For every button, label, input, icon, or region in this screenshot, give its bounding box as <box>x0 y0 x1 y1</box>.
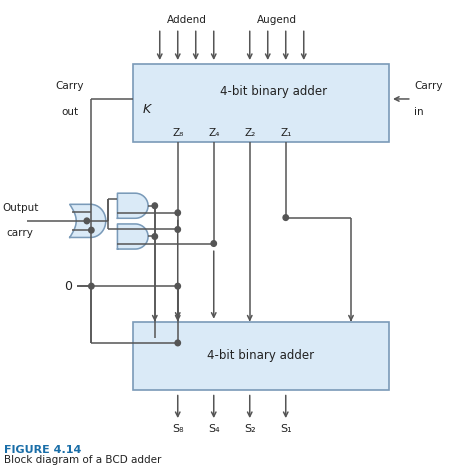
Circle shape <box>152 234 158 239</box>
Text: Carry: Carry <box>414 81 442 91</box>
Polygon shape <box>117 224 148 249</box>
Text: Z₁: Z₁ <box>280 128 292 139</box>
Circle shape <box>175 210 180 216</box>
Circle shape <box>84 218 90 224</box>
Text: Augend: Augend <box>257 15 297 25</box>
Circle shape <box>89 283 94 289</box>
Text: Z₂: Z₂ <box>244 128 256 139</box>
Polygon shape <box>117 193 148 219</box>
Circle shape <box>283 215 288 220</box>
Circle shape <box>175 283 180 289</box>
Bar <box>133 64 389 142</box>
Bar <box>133 322 389 390</box>
Circle shape <box>175 340 180 346</box>
Polygon shape <box>70 204 106 237</box>
Text: Output: Output <box>2 203 38 213</box>
Circle shape <box>211 241 216 246</box>
Circle shape <box>175 227 180 232</box>
Text: 4-bit binary adder: 4-bit binary adder <box>207 350 315 362</box>
Text: Z₄: Z₄ <box>208 128 220 139</box>
Text: carry: carry <box>7 228 34 238</box>
Text: 4-bit binary adder: 4-bit binary adder <box>220 85 328 97</box>
Text: S₁: S₁ <box>280 424 292 434</box>
Text: Z₈: Z₈ <box>172 128 184 139</box>
Text: $K$: $K$ <box>142 103 153 116</box>
Text: S₄: S₄ <box>208 424 220 434</box>
Text: S₂: S₂ <box>244 424 256 434</box>
Circle shape <box>152 203 158 209</box>
Text: Addend: Addend <box>167 15 207 25</box>
Circle shape <box>89 228 94 233</box>
Text: in: in <box>414 106 423 116</box>
Text: FIGURE 4.14: FIGURE 4.14 <box>4 445 82 455</box>
Text: Block diagram of a BCD adder: Block diagram of a BCD adder <box>4 455 162 465</box>
Text: S₈: S₈ <box>172 424 184 434</box>
Text: out: out <box>61 106 78 116</box>
Text: 0: 0 <box>64 280 72 293</box>
Text: Carry: Carry <box>55 81 84 91</box>
